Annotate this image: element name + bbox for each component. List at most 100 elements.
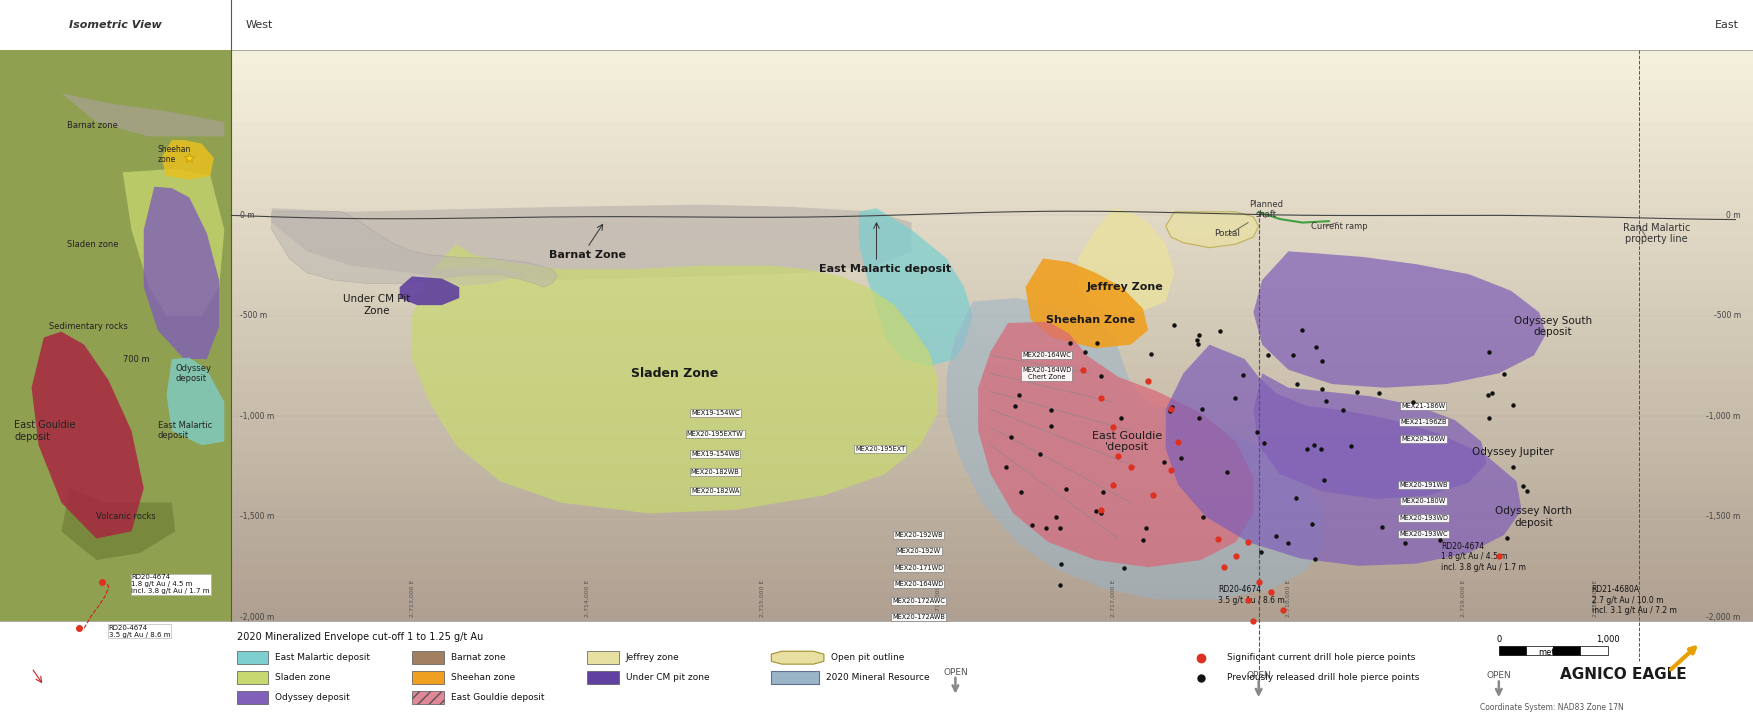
Text: MEX20-192W: MEX20-192W [896, 549, 941, 554]
Bar [231, 464, 1753, 479]
Text: MEX20-180W: MEX20-180W [1401, 498, 1446, 504]
Text: Odyssey deposit: Odyssey deposit [275, 694, 351, 702]
Text: East Gouldie
deposit: East Gouldie deposit [14, 420, 75, 442]
Bar [771, 671, 819, 684]
Text: 2,720,000 E: 2,720,000 E [1593, 580, 1597, 617]
Text: Significant current drill hole pierce points: Significant current drill hole pierce po… [1227, 653, 1415, 662]
Text: 2,715,000 E: 2,715,000 E [761, 580, 764, 617]
Text: metres: metres [1539, 648, 1567, 657]
Text: -1,500 m: -1,500 m [1706, 513, 1741, 521]
Text: Odyssey Jupiter: Odyssey Jupiter [1473, 447, 1553, 457]
Text: 2,713,000 E: 2,713,000 E [410, 580, 414, 617]
Text: -2,000 m: -2,000 m [1706, 613, 1741, 622]
Bar [231, 378, 1753, 393]
Text: Sedimentary rocks: Sedimentary rocks [49, 322, 128, 331]
Text: 2020 Mineralized Envelope cut-off 1 to 1.25 g/t Au: 2020 Mineralized Envelope cut-off 1 to 1… [237, 632, 482, 642]
Bar [412, 651, 444, 664]
Text: MEX20-164WD
Chert Zone: MEX20-164WD Chert Zone [1022, 367, 1071, 380]
Text: Barnat Zone: Barnat Zone [549, 250, 626, 260]
Text: 2,714,000 E: 2,714,000 E [586, 580, 589, 617]
Text: East Malartic
deposit: East Malartic deposit [158, 421, 212, 441]
Bar [0, 0, 231, 621]
Text: Portal: Portal [1215, 229, 1239, 238]
Text: Under CM pit zone: Under CM pit zone [626, 673, 710, 682]
Bar [231, 521, 1753, 536]
Text: MEX20-166W: MEX20-166W [1401, 436, 1446, 442]
Text: MEX20-164WC: MEX20-164WC [1022, 353, 1071, 358]
Bar [1553, 646, 1581, 655]
Bar [231, 279, 1753, 294]
Bar [231, 236, 1753, 251]
Text: Volcanic rocks: Volcanic rocks [96, 513, 156, 521]
Bar [231, 208, 1753, 223]
Polygon shape [978, 322, 1253, 567]
Bar [412, 671, 444, 684]
Polygon shape [32, 332, 144, 538]
Text: East Malartic deposit: East Malartic deposit [819, 264, 952, 274]
Bar [231, 65, 1753, 80]
Bar [231, 507, 1753, 522]
Text: East Gouldie
'deposit: East Gouldie 'deposit [1092, 431, 1162, 452]
Text: -500 m: -500 m [240, 312, 266, 320]
Text: East Gouldie deposit: East Gouldie deposit [451, 694, 543, 702]
Text: Jeffrey zone: Jeffrey zone [626, 653, 680, 662]
Text: OPEN: OPEN [1246, 671, 1271, 681]
Text: RD20-4674
3.5 g/t Au / 8.6 m: RD20-4674 3.5 g/t Au / 8.6 m [109, 625, 170, 638]
Bar [231, 449, 1753, 465]
Bar [587, 671, 619, 684]
Text: Sheehan
zone: Sheehan zone [158, 144, 191, 164]
Bar [0, 0, 231, 50]
Bar [231, 478, 1753, 493]
Bar [231, 364, 1753, 379]
Text: MEX20-172AWC: MEX20-172AWC [892, 598, 945, 604]
Polygon shape [1253, 373, 1487, 499]
Text: -1,500 m: -1,500 m [240, 513, 275, 521]
Bar [237, 671, 268, 684]
Bar [231, 221, 1753, 236]
Polygon shape [771, 651, 824, 664]
Bar [231, 493, 1753, 508]
Bar [1525, 646, 1553, 655]
Text: Coordinate System: NAD83 Zone 17N: Coordinate System: NAD83 Zone 17N [1480, 703, 1623, 712]
Text: AGNICO EAGLE: AGNICO EAGLE [1560, 668, 1686, 682]
Bar [231, 121, 1753, 136]
Text: OPEN: OPEN [1487, 671, 1511, 681]
Text: Sheehan Zone: Sheehan Zone [1047, 314, 1134, 325]
Text: Odyssey South
deposit: Odyssey South deposit [1515, 316, 1592, 337]
Bar [237, 691, 268, 704]
Polygon shape [1166, 212, 1259, 248]
Text: MEX19-154WC: MEX19-154WC [691, 410, 740, 416]
Text: Sheehan zone: Sheehan zone [451, 673, 515, 682]
Text: MEX21-196ZB: MEX21-196ZB [1401, 419, 1446, 425]
Polygon shape [947, 298, 1324, 600]
Polygon shape [272, 212, 557, 287]
Polygon shape [421, 267, 522, 286]
Bar [231, 50, 1753, 65]
Text: MEX20-172AWB: MEX20-172AWB [892, 615, 945, 620]
Text: East: East [1714, 20, 1739, 30]
Text: 0 m: 0 m [240, 211, 254, 220]
Text: RD21-4680A
2.7 g/t Au / 10.0 m
incl. 3.1 g/t Au / 7.2 m: RD21-4680A 2.7 g/t Au / 10.0 m incl. 3.1… [1592, 585, 1676, 615]
Bar [587, 651, 619, 664]
Polygon shape [167, 358, 224, 445]
Text: -1,000 m: -1,000 m [1706, 412, 1741, 421]
Bar [1581, 646, 1608, 655]
Bar [412, 691, 444, 704]
Bar [231, 607, 1753, 622]
Text: MEX20-182WB: MEX20-182WB [691, 470, 740, 475]
Bar [231, 350, 1753, 365]
Text: Barnat zone: Barnat zone [67, 121, 117, 130]
Text: 2,719,000 E: 2,719,000 E [1462, 580, 1466, 617]
Polygon shape [412, 244, 938, 513]
Text: MEX20-193WD: MEX20-193WD [1399, 515, 1448, 521]
Polygon shape [400, 276, 459, 305]
Bar [231, 335, 1753, 350]
Bar [231, 136, 1753, 151]
Bar [231, 164, 1753, 180]
Polygon shape [144, 187, 219, 359]
Text: 1,000: 1,000 [1595, 635, 1620, 644]
Bar [231, 578, 1753, 593]
Text: RD20-4674
1.8 g/t Au / 4.5 m
incl. 3.8 g/t Au / 1.7 m: RD20-4674 1.8 g/t Au / 4.5 m incl. 3.8 g… [1441, 542, 1525, 572]
Text: 2,717,000 E: 2,717,000 E [1111, 580, 1115, 617]
Bar [231, 107, 1753, 122]
